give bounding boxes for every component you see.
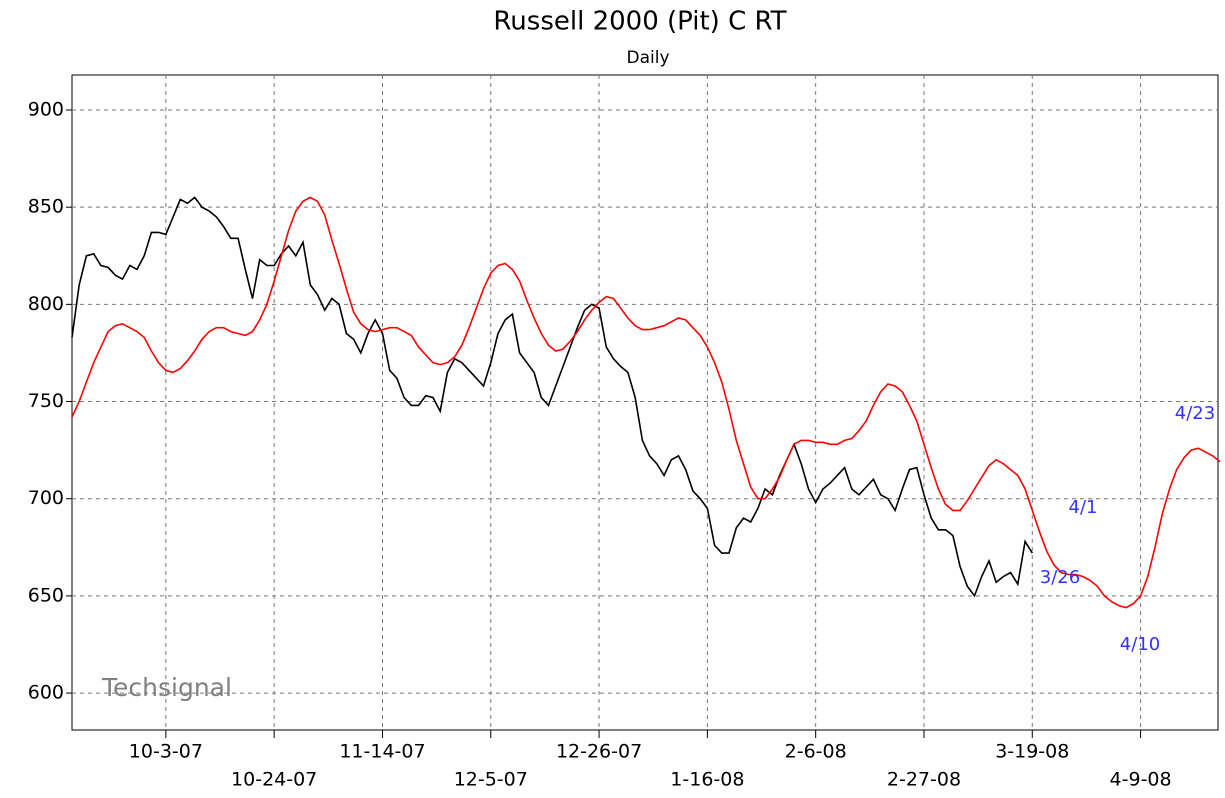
- y-tick-label: 700: [28, 487, 64, 509]
- plot-frame: [71, 74, 1219, 731]
- y-tick-label: 850: [28, 196, 64, 218]
- series-line: [71, 196, 1033, 598]
- chart-subtitle: Daily: [626, 48, 669, 68]
- annotation: 4/23: [1175, 403, 1215, 424]
- x-tick-label: 10-24-07: [231, 769, 317, 791]
- x-tick-label: 10-3-07: [129, 741, 203, 763]
- chart-title: Russell 2000 (Pit) C RT: [493, 7, 786, 37]
- x-tick-label: 2-27-08: [887, 769, 961, 791]
- y-tick-label: 800: [28, 293, 64, 315]
- x-tick-label: 12-26-07: [556, 741, 642, 763]
- x-tick-label: 1-16-08: [670, 769, 744, 791]
- annotation: 4/1: [1069, 497, 1098, 518]
- x-tick-label: 11-14-07: [339, 741, 425, 763]
- annotation: 4/10: [1120, 634, 1160, 655]
- watermark: Techsignal: [101, 673, 232, 702]
- x-tick-label: 4-9-08: [1110, 769, 1172, 791]
- y-tick-label: 600: [28, 682, 64, 704]
- x-tick-label: 2-6-08: [785, 741, 847, 763]
- y-tick-label: 750: [28, 390, 64, 412]
- series-line: [71, 196, 1221, 609]
- annotation: 3/26: [1040, 567, 1080, 588]
- y-tick-label: 650: [28, 584, 64, 606]
- y-tick-label: 900: [28, 98, 64, 120]
- x-tick-label: 12-5-07: [454, 769, 528, 791]
- x-tick-label: 3-19-08: [995, 741, 1069, 763]
